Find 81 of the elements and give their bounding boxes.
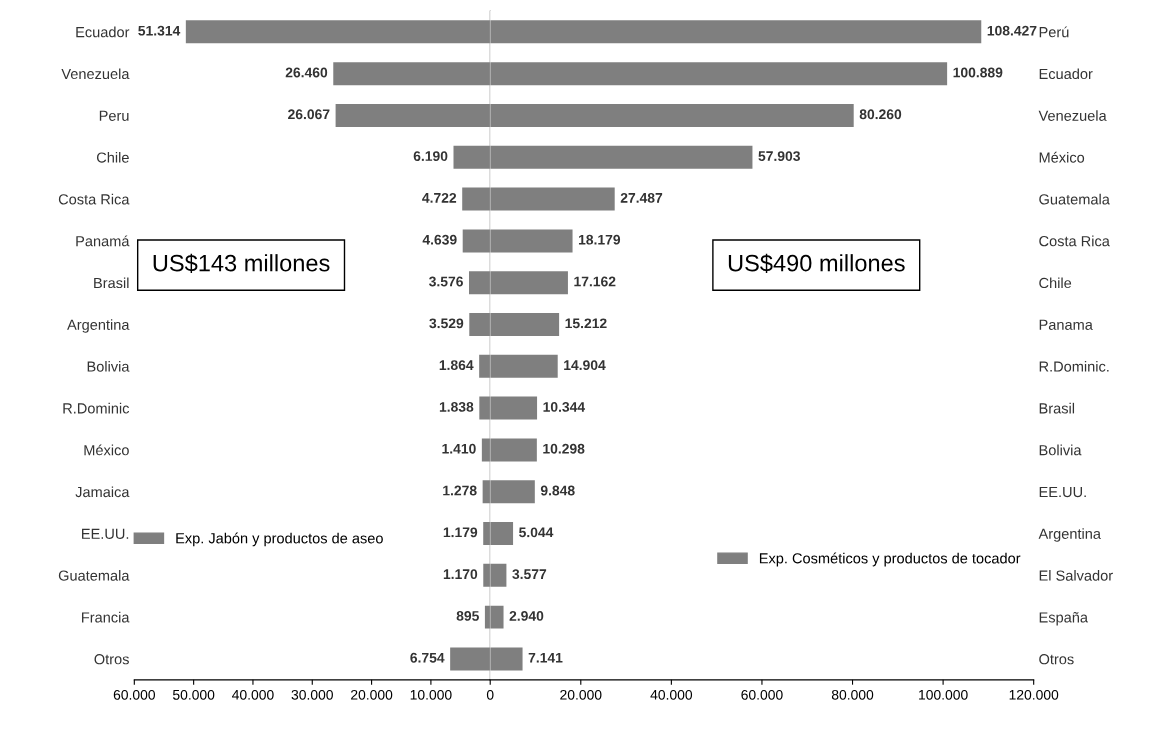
- x-tick-label: 120.000: [1009, 689, 1059, 700]
- data-label: 80.260: [859, 109, 902, 120]
- x-tick-label: 20.000: [560, 689, 602, 700]
- data-label: 18.179: [578, 234, 621, 245]
- y-tick-label: Jamaica: [75, 486, 130, 498]
- x-tick-label: 0: [486, 689, 494, 700]
- y-tick-label: España: [1039, 611, 1088, 626]
- x-tick-label: 50.000: [172, 689, 215, 700]
- y-tick-label: R.Dominic.: [1039, 361, 1109, 372]
- x-tick-label: 100.000: [919, 689, 968, 700]
- y-tick-label: EE.UU.: [82, 528, 129, 539]
- y-tick-label: Panamá: [76, 235, 130, 247]
- data-label: 6.754: [410, 652, 445, 663]
- y-tick-label: Ecuador: [1039, 68, 1093, 80]
- x-tick-label: 80.000: [831, 689, 874, 700]
- x-tick-label: 40.000: [650, 689, 693, 700]
- data-label: 4.722: [422, 192, 457, 203]
- y-tick-label: Chile: [96, 152, 129, 163]
- data-label: 2.940: [509, 611, 544, 621]
- data-label: 7.141: [528, 652, 563, 663]
- y-tick-label: Venezuela: [1038, 110, 1107, 121]
- y-tick-label: Brasil: [94, 277, 129, 289]
- data-label: 1.179: [443, 527, 478, 538]
- legend-label: Exp. Jabón y productos de aseo: [176, 532, 383, 547]
- x-tick-label: 30.000: [291, 689, 333, 700]
- x-tick-label: 40.000: [232, 689, 274, 700]
- legend-label: Exp. Cosméticos y productos de tocador: [759, 552, 1021, 567]
- data-label: 26.460: [285, 67, 328, 78]
- y-tick-label: México: [1039, 151, 1085, 163]
- data-label: 100.889: [953, 67, 1003, 78]
- data-label: 1.410: [442, 443, 476, 454]
- y-tick-label: Brasil: [1039, 402, 1075, 414]
- annotation: US$143 millones: [153, 253, 330, 273]
- y-tick-label: Francia: [82, 611, 130, 623]
- y-tick-label: Guatemala: [58, 570, 130, 581]
- data-label: 895: [456, 611, 479, 621]
- data-label: 10.344: [543, 402, 586, 412]
- data-label: 1.864: [439, 360, 474, 371]
- data-label: 17.162: [574, 276, 616, 287]
- x-tick-label: 20.000: [351, 689, 393, 700]
- x-tick-label: 60.000: [741, 689, 783, 700]
- y-tick-label: Perú: [1039, 26, 1069, 38]
- data-label: 3.529: [429, 318, 464, 329]
- y-tick-label: Costa Rica: [58, 193, 130, 205]
- data-label: 9.848: [540, 485, 575, 496]
- data-label: 1.838: [439, 402, 474, 412]
- y-tick-label: Argentina: [67, 319, 130, 333]
- y-tick-label: Guatemala: [1039, 193, 1110, 205]
- y-tick-label: Bolivia: [1039, 444, 1082, 456]
- data-label: 10.298: [543, 443, 585, 454]
- y-tick-label: Ecuador: [76, 26, 130, 38]
- x-tick-label: 10.000: [410, 689, 452, 700]
- y-tick-label: Peru: [99, 110, 129, 121]
- data-label: 6.190: [413, 151, 448, 162]
- data-label: 4.639: [422, 234, 457, 245]
- y-tick-label: Bolivia: [87, 361, 130, 372]
- y-tick-label: El Salvador: [1039, 570, 1113, 581]
- data-label: 108.427: [987, 25, 1037, 36]
- y-tick-label: México: [84, 444, 129, 456]
- y-tick-label: Argentina: [1038, 528, 1101, 542]
- y-tick-label: Chile: [1039, 277, 1072, 289]
- data-label: 51.314: [138, 25, 181, 36]
- data-label: 5.044: [519, 527, 554, 538]
- y-tick-label: R.Dominic: [63, 402, 130, 414]
- data-label: 57.903: [758, 151, 800, 162]
- annotation: US$490 millones: [728, 253, 905, 273]
- y-tick-label: Otros: [1039, 654, 1074, 665]
- data-label: 26.067: [288, 109, 330, 120]
- data-label: 3.576: [429, 276, 463, 287]
- data-label: 27.487: [620, 192, 663, 203]
- y-tick-label: Otros: [94, 654, 129, 665]
- y-tick-label: Costa Rica: [1039, 235, 1110, 247]
- data-label: 1.170: [443, 569, 478, 580]
- data-label: 15.212: [565, 318, 607, 329]
- data-label: 14.904: [564, 360, 606, 371]
- y-tick-label: Panama: [1039, 319, 1093, 330]
- y-tick-label: EE.UU.: [1039, 486, 1086, 498]
- data-label: 3.577: [512, 569, 547, 580]
- y-tick-label: Venezuela: [61, 68, 130, 80]
- data-label: 1.278: [443, 485, 477, 496]
- x-tick-label: 60.000: [113, 689, 156, 700]
